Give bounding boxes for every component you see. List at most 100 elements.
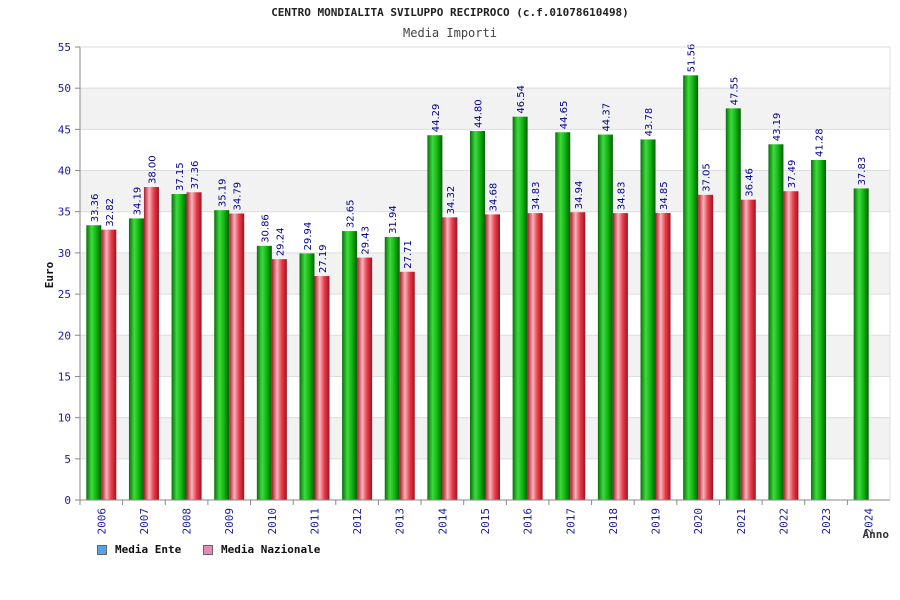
legend-label-ente: Media Ente bbox=[115, 543, 182, 556]
x-tick-label: 2018 bbox=[607, 508, 620, 535]
bar-nazionale bbox=[698, 194, 714, 501]
x-tick-label: 2020 bbox=[692, 508, 705, 535]
x-tick-label: 2021 bbox=[735, 508, 748, 535]
x-tick-label: 2017 bbox=[564, 508, 577, 535]
data-label-ente: 44.65 bbox=[559, 101, 570, 130]
data-label-nazionale: 36.46 bbox=[744, 168, 755, 197]
data-label-ente: 43.78 bbox=[644, 108, 655, 137]
bar-ente bbox=[384, 236, 400, 500]
bar-nazionale bbox=[143, 187, 159, 500]
data-label-nazionale: 38.00 bbox=[147, 155, 158, 184]
x-tick-label: 2019 bbox=[650, 508, 663, 535]
y-tick-label: 0 bbox=[64, 494, 71, 507]
data-label-ente: 37.83 bbox=[857, 157, 868, 186]
legend-item-ente: Media Ente bbox=[97, 543, 181, 556]
data-label-nazionale: 27.19 bbox=[318, 244, 329, 273]
bar-ente bbox=[470, 131, 485, 500]
data-label-ente: 29.94 bbox=[303, 222, 314, 251]
y-tick-label: 50 bbox=[58, 82, 71, 95]
data-label-ente: 47.55 bbox=[729, 77, 740, 106]
data-label-nazionale: 37.36 bbox=[190, 161, 201, 190]
y-tick-label: 20 bbox=[58, 329, 71, 342]
x-tick-label: 2007 bbox=[138, 508, 151, 535]
x-tick-label: 2016 bbox=[522, 508, 535, 535]
y-tick-label: 40 bbox=[58, 165, 71, 178]
bar-nazionale bbox=[314, 276, 330, 500]
x-tick-label: 2022 bbox=[777, 508, 790, 535]
data-label-nazionale: 34.85 bbox=[659, 181, 670, 210]
legend-label-nazionale: Media Nazionale bbox=[221, 543, 321, 556]
bar-ente bbox=[640, 139, 656, 501]
x-tick-label: 2008 bbox=[181, 508, 194, 535]
y-tick-label: 35 bbox=[58, 206, 71, 219]
legend-item-nazionale: Media Nazionale bbox=[203, 543, 320, 556]
bar-nazionale bbox=[399, 271, 415, 500]
x-tick-label: 2009 bbox=[223, 508, 236, 535]
bar-nazionale bbox=[485, 214, 500, 500]
y-tick-label: 25 bbox=[58, 288, 71, 301]
data-label-nazionale: 27.71 bbox=[403, 240, 414, 269]
y-tick-label: 55 bbox=[58, 41, 71, 54]
x-tick-label: 2013 bbox=[394, 508, 407, 535]
x-tick-label: 2015 bbox=[479, 508, 492, 535]
bar-nazionale bbox=[655, 212, 671, 501]
bar-nazionale bbox=[612, 213, 628, 501]
bar-nazionale bbox=[740, 199, 756, 500]
y-tick-label: 5 bbox=[64, 453, 71, 466]
x-tick-label: 2012 bbox=[351, 508, 364, 535]
data-label-nazionale: 37.05 bbox=[702, 163, 713, 192]
legend-swatch-ente bbox=[97, 544, 107, 555]
data-label-ente: 32.65 bbox=[346, 199, 357, 228]
data-label-nazionale: 34.83 bbox=[616, 181, 627, 210]
y-tick-label: 15 bbox=[58, 370, 71, 383]
bar-nazionale bbox=[357, 257, 373, 500]
bar-ente bbox=[853, 188, 869, 500]
bar-nazionale bbox=[570, 212, 586, 501]
y-axis-label: Euro bbox=[43, 261, 56, 288]
bar-ente bbox=[683, 75, 699, 500]
data-label-ente: 44.37 bbox=[601, 103, 612, 132]
data-label-nazionale: 34.79 bbox=[233, 182, 244, 211]
bar-ente bbox=[811, 160, 827, 500]
bar-ente bbox=[128, 218, 144, 500]
data-label-ente: 37.15 bbox=[175, 162, 186, 191]
data-label-ente: 30.86 bbox=[260, 214, 271, 243]
data-label-ente: 51.56 bbox=[687, 44, 698, 73]
bar-ente bbox=[725, 108, 741, 501]
data-label-nazionale: 32.82 bbox=[105, 198, 116, 227]
bar-nazionale bbox=[783, 191, 799, 500]
x-tick-label: 2014 bbox=[436, 508, 449, 535]
y-tick-label: 10 bbox=[58, 412, 71, 425]
data-label-nazionale: 34.68 bbox=[489, 183, 500, 212]
data-label-nazionale: 29.24 bbox=[275, 228, 286, 257]
bar-ente bbox=[597, 134, 613, 500]
data-label-nazionale: 29.43 bbox=[361, 226, 372, 255]
chart-title: CENTRO MONDIALITA SVILUPPO RECIPROCO (c.… bbox=[271, 6, 629, 19]
y-tick-label: 45 bbox=[58, 123, 71, 136]
chart-subtitle: Media Importi bbox=[403, 26, 497, 40]
bar-ente bbox=[86, 225, 102, 500]
bar-nazionale bbox=[527, 213, 543, 501]
bar-ente bbox=[512, 116, 528, 501]
bar-nazionale bbox=[186, 192, 202, 500]
bar-nazionale bbox=[229, 213, 245, 500]
bar-ente bbox=[768, 144, 784, 500]
bar-ente bbox=[342, 231, 358, 500]
bar-ente bbox=[256, 245, 272, 500]
x-tick-label: 2023 bbox=[820, 508, 833, 535]
data-label-nazionale: 34.94 bbox=[574, 181, 585, 210]
data-label-ente: 34.19 bbox=[132, 187, 143, 216]
bar-ente bbox=[555, 132, 571, 500]
grid-band bbox=[80, 88, 890, 130]
x-tick-label: 2010 bbox=[266, 508, 279, 535]
y-tick-label: 30 bbox=[58, 247, 71, 260]
data-label-ente: 41.28 bbox=[815, 128, 826, 157]
legend-swatch-nazionale bbox=[203, 544, 213, 555]
x-tick-label: 2024 bbox=[863, 508, 876, 535]
bar-ente bbox=[171, 194, 187, 500]
data-label-ente: 46.54 bbox=[516, 85, 527, 114]
data-label-ente: 44.29 bbox=[431, 104, 442, 133]
bar-ente bbox=[299, 253, 315, 500]
data-label-ente: 31.94 bbox=[388, 205, 399, 234]
